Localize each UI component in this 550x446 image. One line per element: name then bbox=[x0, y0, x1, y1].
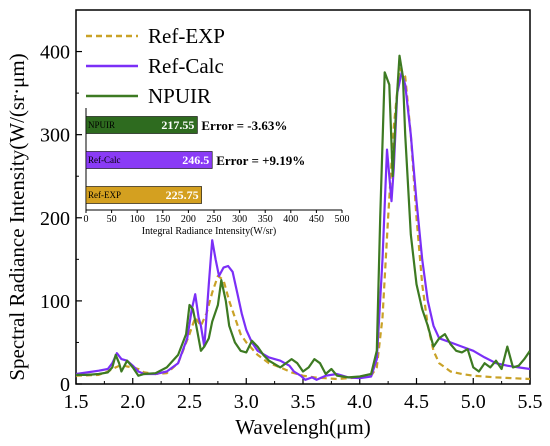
inset-x-tick-label: 0 bbox=[84, 214, 89, 225]
inset-bar-category: NPUIR bbox=[88, 120, 115, 130]
x-tick-label: 3.5 bbox=[291, 391, 316, 413]
main-plot: 1.5 2.0 2.5 3.0 3.5 4.0 4.5 5.0 5.5 0 100 200 300 400 bbox=[40, 9, 543, 413]
y-tick-label: 0 bbox=[60, 374, 70, 396]
inset-x-tick-label: 200 bbox=[181, 214, 196, 225]
inset-x-tick-label: 500 bbox=[335, 214, 350, 225]
inset-x-tick-label: 50 bbox=[107, 214, 117, 225]
y-tick-label: 400 bbox=[40, 42, 70, 64]
inset-bar-value: 246.5 bbox=[182, 153, 209, 167]
inset-bar-value: 225.75 bbox=[166, 188, 199, 202]
inset-x-tick-label: 450 bbox=[309, 214, 324, 225]
y-tick-label: 100 bbox=[40, 291, 70, 313]
inset-bar-chart: 0 50 100 150 200 250 300 350 400 450 500 Integral R… bbox=[84, 108, 350, 237]
series-line-npuir bbox=[76, 54, 530, 379]
y-tick-label: 300 bbox=[40, 125, 70, 147]
series-group bbox=[76, 54, 530, 381]
legend-label-npuir: NPUIR bbox=[148, 84, 211, 108]
inset-bar-ref-exp bbox=[85, 186, 202, 204]
x-axis-title: Wavelengh(μm) bbox=[235, 415, 371, 439]
x-tick-label: 2.0 bbox=[120, 391, 145, 413]
legend-label-ref-calc: Ref-Calc bbox=[148, 54, 224, 78]
inset-bar-npuir bbox=[85, 116, 198, 134]
inset-x-tick-label: 100 bbox=[130, 214, 145, 225]
x-tick-label: 4.5 bbox=[404, 391, 429, 413]
inset-bar-category: Ref-Calc bbox=[88, 155, 120, 165]
inset-bar-error-note: Error = -3.63% bbox=[201, 118, 287, 133]
inset-bar-value: 217.55 bbox=[161, 118, 194, 132]
x-tick-label: 2.5 bbox=[177, 391, 202, 413]
y-tick-label: 200 bbox=[40, 208, 70, 230]
inset-x-tick-label: 300 bbox=[232, 214, 247, 225]
inset-x-tick-label: 400 bbox=[283, 214, 298, 225]
inset-x-tick-label: 350 bbox=[258, 214, 273, 225]
inset-x-axis-title: Integral Radiance Intensity(W/sr) bbox=[142, 226, 276, 237]
x-tick-label: 4.0 bbox=[347, 391, 372, 413]
inset-bar-error-note: Error = +9.19% bbox=[216, 153, 305, 168]
legend: Ref-EXP Ref-Calc NPUIR bbox=[86, 24, 225, 108]
inset-bar-category: Ref-EXP bbox=[88, 190, 121, 200]
x-tick-label: 1.5 bbox=[64, 391, 89, 413]
legend-label-ref-exp: Ref-EXP bbox=[148, 24, 225, 48]
inset-x-tick-label: 250 bbox=[207, 214, 222, 225]
x-tick-label: 5.5 bbox=[518, 391, 543, 413]
inset-x-tick-label: 150 bbox=[155, 214, 170, 225]
y-axis-title: Spectral Radiance Intensity(W/(sr·μm) bbox=[5, 53, 29, 380]
x-tick-label: 5.0 bbox=[461, 391, 486, 413]
x-tick-label: 3.0 bbox=[234, 391, 259, 413]
inset-bar-ref-calc bbox=[85, 151, 213, 169]
